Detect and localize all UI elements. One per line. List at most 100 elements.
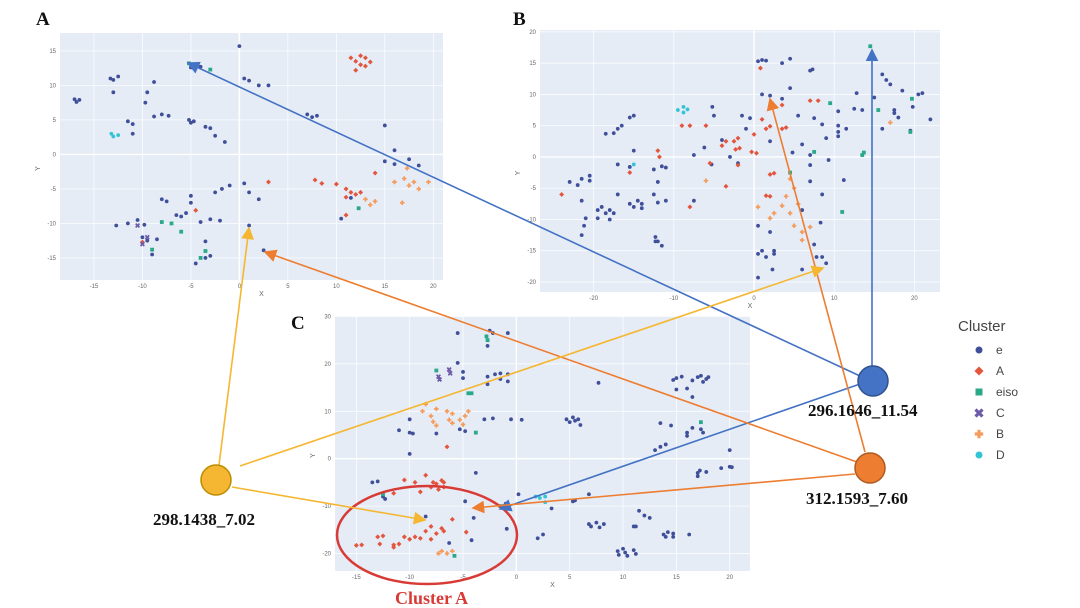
legend-item-e[interactable]: e [958, 339, 1048, 360]
x-axis-label: X [550, 582, 555, 589]
y-tick-label: -15 [527, 249, 536, 255]
point-e [603, 131, 608, 136]
x-marker-icon [974, 407, 984, 418]
point-e [348, 195, 353, 200]
point-b [787, 210, 793, 216]
point-e [410, 431, 415, 436]
plot-background [540, 30, 940, 292]
point-e [659, 243, 664, 248]
point-e [764, 58, 768, 63]
point-eiso [452, 553, 457, 558]
point-e [633, 524, 638, 529]
panel-label-b: B [513, 9, 526, 30]
y-tick-label: 10 [324, 409, 331, 415]
y-tick-label: 15 [529, 61, 536, 67]
panel-label-c: C [291, 313, 305, 334]
point-b [791, 223, 797, 228]
legend-item-eiso[interactable]: eiso [958, 381, 1048, 402]
legend-marker [974, 407, 984, 418]
x-tick-label: 0 [238, 284, 242, 290]
point-b [401, 176, 407, 181]
point-e [770, 267, 775, 272]
point-e [679, 374, 684, 379]
point-a [377, 541, 383, 547]
point-eiso [198, 256, 203, 260]
point-e [872, 95, 877, 100]
point-e [135, 218, 140, 222]
point-a [348, 55, 354, 61]
point-d [109, 131, 114, 136]
point-e [790, 150, 795, 155]
point-e [596, 380, 601, 385]
point-e [788, 56, 793, 61]
point-eiso [699, 420, 703, 425]
point-e [145, 238, 150, 243]
point-e [601, 522, 606, 526]
point-eiso [840, 210, 845, 214]
point-a [372, 170, 378, 176]
point-b [392, 179, 397, 185]
point-a [763, 126, 769, 132]
point-e [74, 100, 79, 104]
legend-item-d[interactable]: D [958, 444, 1048, 465]
x-tick-label: 0 [515, 575, 519, 581]
point-a [423, 528, 429, 534]
circle-marker-icon [975, 346, 983, 353]
point-b [755, 204, 761, 210]
point-e [760, 92, 764, 97]
legend-item-label: eiso [996, 384, 1019, 399]
point-e [910, 105, 915, 109]
node-298-label: 298.1438_7.02 [153, 510, 255, 529]
point-a [343, 186, 349, 192]
point-e [671, 534, 676, 539]
point-e [712, 113, 716, 118]
point-e [625, 553, 630, 558]
legend-item-c[interactable]: C [958, 402, 1048, 423]
point-e [493, 372, 497, 377]
point-e [461, 376, 465, 380]
point-b [457, 417, 463, 423]
arrow-orange-to-c [471, 473, 856, 514]
point-d [111, 134, 116, 139]
node-298-circle[interactable] [200, 464, 232, 496]
point-e [575, 183, 580, 187]
point-b [450, 420, 455, 426]
point-e [663, 198, 668, 203]
point-e [339, 216, 344, 221]
point-e [888, 82, 893, 87]
point-a [362, 55, 368, 61]
point-b [434, 423, 439, 428]
point-e [635, 198, 640, 203]
point-a [449, 516, 455, 522]
point-e [485, 382, 490, 387]
point-b [799, 237, 805, 243]
point-e [247, 190, 251, 195]
point-e [812, 242, 817, 247]
legend-item-a[interactable]: A [958, 360, 1048, 381]
point-e [505, 379, 510, 384]
legend-marker [974, 365, 984, 376]
point-e [222, 140, 227, 144]
point-e [852, 106, 857, 111]
node-312-circle[interactable] [854, 452, 886, 484]
legend-item-b[interactable]: B [958, 423, 1048, 444]
point-b [363, 196, 368, 202]
x-tick-label: 20 [726, 575, 733, 581]
point-eiso [868, 44, 873, 49]
point-e [541, 532, 545, 537]
legend-item-label: B [996, 426, 1005, 441]
point-e [685, 386, 689, 391]
point-eiso [381, 492, 385, 497]
square-marker-icon [975, 388, 983, 395]
point-eiso [466, 391, 471, 396]
point-eiso [908, 130, 913, 134]
point-e [690, 395, 695, 399]
point-e [896, 115, 901, 120]
point-eiso [473, 430, 478, 435]
point-b [436, 551, 441, 556]
point-e [920, 91, 925, 96]
point-e [582, 223, 586, 228]
point-b [462, 413, 468, 419]
point-d [685, 107, 690, 112]
node-296-circle[interactable] [857, 365, 889, 397]
